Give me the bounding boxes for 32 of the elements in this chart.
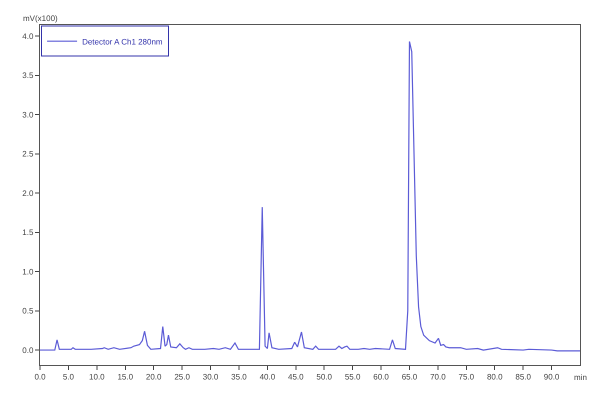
x-axis-title: min <box>574 373 587 382</box>
x-tick-label: 0.0 <box>34 372 46 382</box>
x-tick-label: 45.0 <box>288 372 304 382</box>
y-axis-title: mV(x100) <box>23 14 58 23</box>
x-tick-label: 55.0 <box>344 372 361 382</box>
x-tick-label: 5.0 <box>62 372 75 382</box>
x-tick-label: 75.0 <box>458 372 475 382</box>
x-tick-label: 50.0 <box>316 372 333 382</box>
x-tick-label: 80.0 <box>486 372 504 382</box>
x-tick-label: 40.0 <box>260 372 276 382</box>
y-tick-label: 4.0 <box>22 32 34 41</box>
legend-label: Detector A Ch1 280nm <box>82 37 163 46</box>
y-tick-label: 3.0 <box>22 110 34 120</box>
y-tick-label: 2.0 <box>22 188 34 198</box>
y-tick-label: 0.0 <box>22 346 34 355</box>
x-tick-label: 10.0 <box>89 372 106 382</box>
line-series <box>40 40 580 352</box>
y-tick-label: 2.5 <box>22 150 34 159</box>
x-tick-label: 65.0 <box>402 372 418 382</box>
x-tick-label: 90.0 <box>544 372 560 382</box>
y-tick-label: 3.5 <box>22 71 34 80</box>
x-tick-label: 25.0 <box>174 372 190 382</box>
x-tick-label: 85.0 <box>515 372 532 382</box>
x-tick-label: 20.0 <box>146 372 162 382</box>
x-tick-label: 15.0 <box>117 372 134 382</box>
y-tick-label: 1.5 <box>22 228 34 238</box>
x-tick-label: 30.0 <box>202 372 219 382</box>
x-tick-label: 60.0 <box>373 372 390 382</box>
y-tick-label: 0.5 <box>22 306 34 316</box>
y-tick-label: 1.0 <box>22 267 34 276</box>
x-tick-label: 70.0 <box>430 372 446 382</box>
x-tick-label: 35.0 <box>231 372 248 382</box>
